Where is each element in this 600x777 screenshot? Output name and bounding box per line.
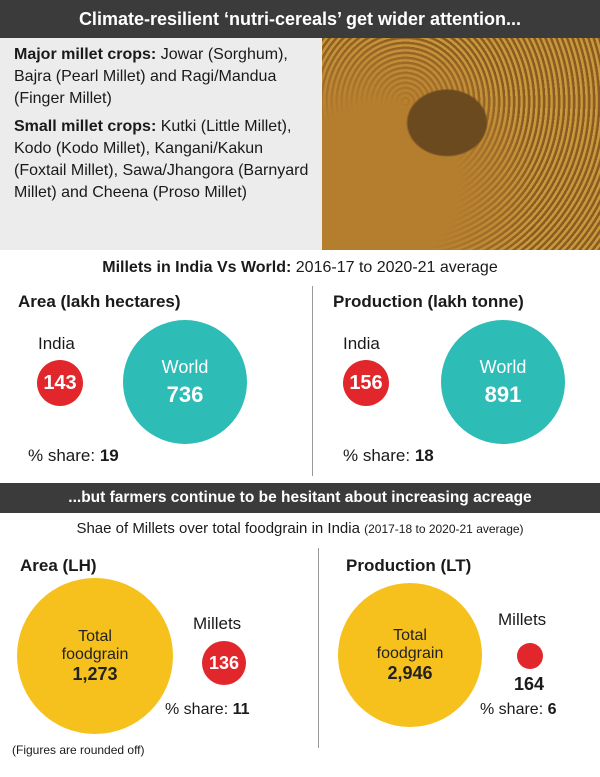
total-circle: Total foodgrain 2,946 — [338, 583, 482, 727]
share-label: % share: — [343, 446, 411, 465]
section2-note: (2017-18 to 2020-21 average) — [364, 522, 524, 536]
millets-value: 164 — [514, 674, 545, 694]
world-value: 736 — [166, 381, 204, 407]
total-value: 2,946 — [387, 662, 433, 683]
area-title: Area (LH) — [20, 556, 97, 575]
share: % share: 18 — [343, 446, 434, 466]
total-label-1: Total — [78, 627, 112, 645]
section1-title-rest: 2016-17 to 2020-21 average — [295, 259, 498, 276]
crops-panel: Major millet crops: Jowar (Sorghum), Baj… — [0, 38, 322, 250]
small-crops: Small millet crops: Kutki (Little Millet… — [14, 116, 314, 204]
header-title: Climate-resilient ‘nutri-cereals’ get wi… — [78, 9, 522, 29]
major-crops-text: Jowar (Sorghum), Bajra (Pearl Millet) an… — [14, 46, 288, 107]
india-circle: 156 — [343, 360, 389, 406]
divider — [318, 548, 319, 748]
small-crops-text: Kutki (Little Millet), Kodo (Kodo Millet… — [14, 118, 309, 201]
small-crops-label: Small millet crops: — [14, 118, 157, 135]
world-circle: World 736 — [123, 320, 247, 444]
millets-circle: 136 — [202, 641, 246, 685]
major-crops: Major millet crops: Jowar (Sorghum), Baj… — [14, 44, 314, 110]
world-circle: World 891 — [441, 320, 565, 444]
world-label: World — [479, 356, 527, 377]
world-label: World — [161, 356, 209, 377]
share: % share: 6 — [480, 701, 557, 719]
area-title: Area (lakh hectares) — [18, 292, 181, 311]
share-label: % share: — [28, 446, 96, 465]
share: % share: 11 — [165, 701, 250, 719]
banner2: ...but farmers continue to be hesitant a… — [0, 483, 600, 513]
india-circle: 143 — [37, 360, 83, 406]
share-label: % share: — [480, 701, 544, 718]
share-value: 19 — [99, 446, 119, 465]
share-label: % share: — [165, 701, 229, 718]
millets-circle — [517, 643, 543, 669]
india-value: 156 — [349, 371, 383, 394]
total-label-2: foodgrain — [61, 645, 129, 663]
india-value: 143 — [43, 371, 77, 394]
footnote: (Figures are rounded off) — [12, 743, 145, 757]
section1-title-bold: Millets in India Vs World: — [102, 259, 292, 276]
share-value: 11 — [232, 701, 250, 718]
section2-title-text: Shae of Millets over total foodgrain in … — [76, 520, 360, 537]
production-title: Production (lakh tonne) — [333, 292, 524, 311]
header-banner: Climate-resilient ‘nutri-cereals’ get wi… — [0, 0, 600, 38]
total-value: 1,273 — [72, 663, 118, 684]
india-label: India — [38, 334, 75, 353]
world-value: 891 — [484, 381, 522, 407]
share-value: 18 — [414, 446, 434, 465]
banner2-title: ...but farmers continue to be hesitant a… — [68, 489, 532, 506]
millets-label: Millets — [498, 610, 547, 629]
share: % share: 19 — [28, 446, 119, 466]
millets-label: Millets — [193, 614, 242, 633]
total-circle: Total foodgrain 1,273 — [17, 578, 173, 734]
millets-value: 136 — [208, 652, 240, 673]
millet-photo — [322, 38, 600, 250]
section1-title: Millets in India Vs World: 2016-17 to 20… — [0, 259, 600, 277]
share-value: 6 — [547, 701, 557, 718]
section2-title: Shae of Millets over total foodgrain in … — [0, 520, 600, 537]
major-crops-label: Major millet crops: — [14, 46, 157, 63]
production-title: Production (LT) — [346, 556, 472, 575]
india-label: India — [343, 334, 380, 353]
total-label-2: foodgrain — [376, 644, 444, 662]
total-label-1: Total — [393, 626, 427, 644]
divider — [312, 286, 313, 476]
